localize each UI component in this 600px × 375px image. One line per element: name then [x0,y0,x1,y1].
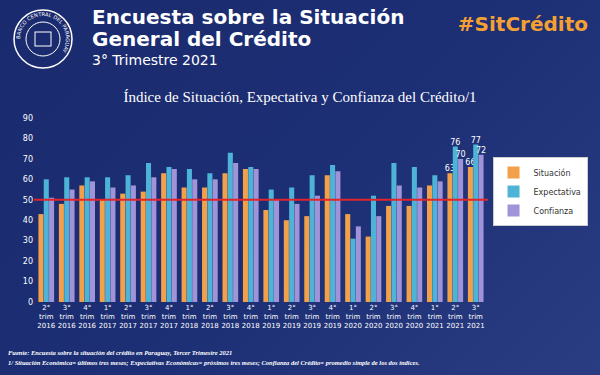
svg-text:3°trim2020: 3°trim2020 [385,304,403,330]
svg-text:Situación: Situación [534,168,571,178]
svg-text:4°trim2016: 4°trim2016 [78,304,96,330]
svg-text:76: 76 [450,138,460,147]
svg-text:Confianza: Confianza [534,207,574,216]
svg-text:2°trim2017: 2°trim2017 [119,304,137,330]
svg-text:66: 66 [465,158,475,167]
svg-text:60: 60 [23,175,33,184]
svg-text:4°trim2017: 4°trim2017 [160,304,178,330]
svg-text:1°trim2019: 1°trim2019 [262,304,280,330]
svg-text:4°trim2020: 4°trim2020 [405,304,423,330]
svg-text:Índice de Situación, Expectati: Índice de Situación, Expectativa y Confi… [123,89,476,105]
svg-text:2°trim2021: 2°trim2021 [446,304,464,330]
svg-text:80: 80 [23,134,33,143]
svg-text:50: 50 [23,196,33,205]
svg-text:90: 90 [23,114,33,123]
svg-text:20: 20 [23,257,33,266]
html-text:#SitCrédito: #SitCrédito [457,12,588,36]
html-text:Fuente: Encuesta sobre la situ: Fuente: Encuesta sobre la situación del … [8,349,233,356]
svg-text:2°trim2020: 2°trim2020 [365,304,383,330]
svg-text:70: 70 [456,150,466,159]
svg-text:1°trim2017: 1°trim2017 [99,304,117,330]
svg-text:1°trim2020: 1°trim2020 [344,304,362,330]
svg-text:77: 77 [471,136,481,145]
svg-text:2°trim2016: 2°trim2016 [37,304,55,330]
svg-text:BANCO CENTRAL DEL PARAGUAY: BANCO CENTRAL DEL PARAGUAY [15,11,71,55]
svg-text:2°trim2018: 2°trim2018 [201,304,219,330]
svg-text:0: 0 [28,298,33,307]
svg-text:70: 70 [23,155,33,164]
svg-text:Expectativa: Expectativa [534,188,581,197]
svg-text:4°trim2018: 4°trim2018 [242,304,260,330]
html-text:3° Trimestre 2021: 3° Trimestre 2021 [92,52,218,68]
svg-text:30: 30 [23,236,33,245]
svg-text:1°trim2018: 1°trim2018 [181,304,199,330]
svg-text:3°trim2021: 3°trim2021 [467,304,485,330]
html-text:Encuesta sobre la Situación Ge: Encuesta sobre la Situación General del … [92,5,405,51]
svg-text:40: 40 [23,216,33,225]
svg-text:4°trim2019: 4°trim2019 [324,304,342,330]
html-text:1/ Situación Económica= último: 1/ Situación Económica= últimos tres mes… [8,359,420,366]
svg-text:72: 72 [476,146,486,155]
svg-text:2°trim2019: 2°trim2019 [283,304,301,330]
svg-text:3°trim2016: 3°trim2016 [58,304,76,330]
svg-text:3°trim2018: 3°trim2018 [221,304,239,330]
svg-text:3°trim2019: 3°trim2019 [303,304,321,330]
svg-text:3°trim2017: 3°trim2017 [140,304,158,330]
svg-text:10: 10 [23,277,33,286]
svg-text:63: 63 [445,164,455,173]
svg-text:1°trim2021: 1°trim2021 [426,304,444,330]
